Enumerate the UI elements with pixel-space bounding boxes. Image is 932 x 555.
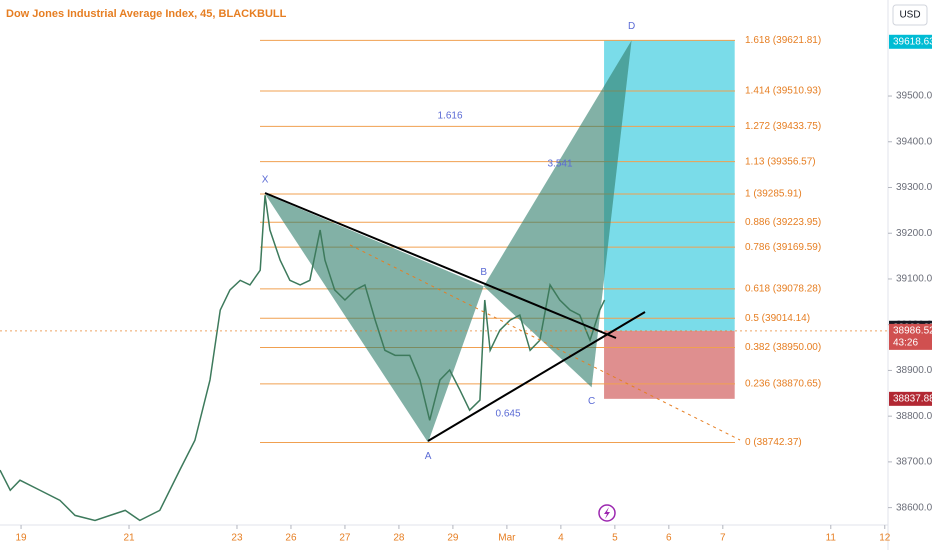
pattern-bcd xyxy=(483,40,632,388)
y-tick-label: 38900.00 xyxy=(896,365,932,376)
fib-label: 1.618 (39621.81) xyxy=(745,35,821,46)
stop-zone xyxy=(604,330,735,399)
fib-label: 0.618 (39078.28) xyxy=(745,284,821,295)
fib-label: 0.236 (38870.65) xyxy=(745,378,821,389)
price-tag-label: 39618.63 xyxy=(893,36,932,47)
price-tag xyxy=(889,34,932,49)
alert-bolt xyxy=(604,507,610,519)
price-line xyxy=(0,195,606,522)
price-tag xyxy=(889,391,932,406)
chart-title: Dow Jones Industrial Average Index, 45, … xyxy=(6,8,287,20)
x-tick-label: 23 xyxy=(231,533,243,544)
x-tick-label: 19 xyxy=(15,533,27,544)
y-tick-label: 38800.00 xyxy=(896,411,932,422)
currency-button[interactable] xyxy=(892,4,928,26)
price-tag-label: 38837.88 xyxy=(893,393,932,404)
fib-label: 0.886 (39223.95) xyxy=(745,217,821,228)
pattern-point-label: B xyxy=(480,267,487,278)
y-tick-label: 39400.00 xyxy=(896,136,932,147)
currency-label: USD xyxy=(899,10,920,21)
x-tick-label: Mar xyxy=(498,533,516,544)
x-tick-label: 21 xyxy=(123,533,135,544)
ratio-label: 0.645 xyxy=(495,409,520,420)
x-tick-label: 27 xyxy=(339,533,351,544)
x-tick-label: 7 xyxy=(720,533,726,544)
plot: 1.618 (39621.81) 1.414 (39510.93) 1.272 (3… xyxy=(0,21,888,522)
fib-label: 1.414 (39510.93) xyxy=(745,86,821,97)
trend-line-upper xyxy=(264,192,617,339)
fib-label: 1 (39285.91) xyxy=(745,189,802,200)
y-tick-label: 38600.00 xyxy=(896,502,932,513)
pattern-point-label: C xyxy=(588,396,595,407)
x-tick-label: 28 xyxy=(393,533,405,544)
y-tick-label: 38700.00 xyxy=(896,457,932,468)
fib-label: 0.786 (39169.59) xyxy=(745,242,821,253)
trend-line-lower xyxy=(427,311,646,442)
pattern-point-label: X xyxy=(262,175,269,186)
fib-label: 0.382 (38950.00) xyxy=(745,342,821,353)
price-tag-label: 38986.52 xyxy=(893,326,932,337)
x-tick-label: 11 xyxy=(826,533,837,544)
y-tick-label: 39500.00 xyxy=(896,91,932,102)
x-tick-label: 26 xyxy=(285,533,297,544)
x-tick-label: 12 xyxy=(879,533,891,544)
ratio-label: 1.616 xyxy=(437,111,462,122)
countdown: 43:26 xyxy=(893,338,918,349)
fib-label: 0.5 (39014.14) xyxy=(745,313,810,324)
fib-label: 1.272 (39433.75) xyxy=(745,121,821,132)
price-tag xyxy=(889,323,932,350)
y-tick-label: 39200.00 xyxy=(896,228,932,239)
x-tick-label: 4 xyxy=(558,533,564,544)
alert-icon[interactable] xyxy=(598,504,616,522)
y-tick-label: 39300.00 xyxy=(896,182,932,193)
x-tick-label: 6 xyxy=(666,533,672,544)
fib-trend-line xyxy=(349,244,741,441)
pattern-point-label: A xyxy=(425,451,432,462)
x-tick-label: 29 xyxy=(447,533,459,544)
x-tick-label: 5 xyxy=(612,533,618,544)
y-tick-label: 39100.00 xyxy=(896,274,932,285)
fib-label: 0 (38742.37) xyxy=(745,437,802,448)
pattern-point-label: D xyxy=(628,21,635,32)
ratio-label: 3.541 xyxy=(547,159,572,170)
fib-label: 1.13 (39356.57) xyxy=(745,156,816,167)
